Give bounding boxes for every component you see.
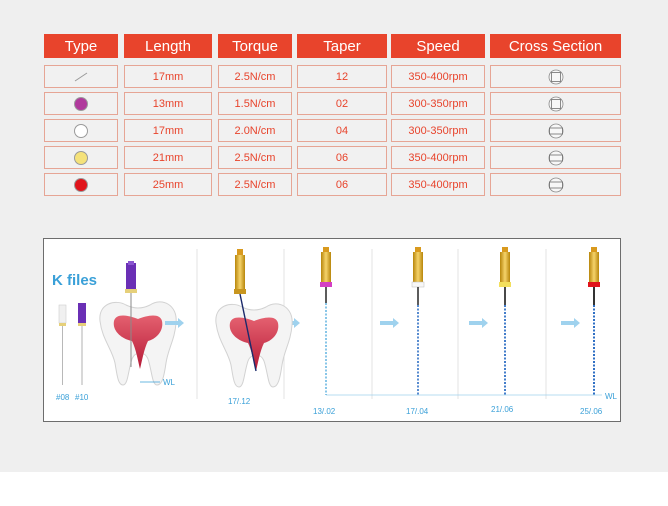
table-cell-taper: 06 [297, 146, 387, 169]
rotary-file-17-12-icon [234, 249, 257, 372]
k-file-label-10: #10 [75, 393, 89, 402]
header-cross-section: Cross Section [490, 34, 621, 58]
table-cell-type [44, 173, 118, 196]
table-cell-type [44, 92, 118, 115]
rectangle-cross-section-icon [548, 177, 563, 192]
table-cell-taper: 12 [297, 65, 387, 88]
table-cell-length: 17mm [124, 65, 212, 88]
procedure-diagram-canvas: K files #08 #10 WL [52, 247, 618, 416]
header-type: Type [44, 34, 118, 58]
arrow-icon [561, 318, 580, 328]
table-cell-speed: 300-350rpm [391, 119, 485, 142]
table-cell-torque: 2.5N/cm [218, 173, 292, 196]
tooth-1-icon [99, 301, 177, 386]
wl-label-2: WL [605, 392, 618, 401]
k-file-08-icon [58, 304, 67, 385]
table-cell-length: 17mm [124, 119, 212, 142]
header-length: Length [124, 34, 212, 58]
header-torque: Torque [218, 34, 292, 58]
table-cell-taper: 06 [297, 173, 387, 196]
file-line-icon [74, 72, 88, 81]
step-label-13-02: 13/.02 [313, 407, 336, 416]
table-cell-type [44, 65, 118, 88]
k-file-label-08: #08 [56, 393, 70, 402]
table-cell-speed: 350-400rpm [391, 65, 485, 88]
table-cell-cross-section [490, 65, 621, 88]
table-cell-cross-section [490, 92, 621, 115]
square-cross-section-icon [548, 69, 563, 84]
k-file-in-tooth-icon [125, 261, 137, 367]
arrow-icons [165, 318, 580, 328]
rotary-file-21-06-icon [499, 247, 511, 395]
red-dot-icon [74, 177, 88, 192]
table-cell-speed: 300-350rpm [391, 92, 485, 115]
table-cell-torque: 2.0N/cm [218, 119, 292, 142]
step-label-25-06: 25/.06 [580, 407, 603, 416]
table-cell-taper: 04 [297, 119, 387, 142]
purple-dot-icon [74, 96, 88, 111]
table-cell-cross-section [490, 119, 621, 142]
k-files-title: K files [52, 272, 97, 289]
table-cell-type [44, 119, 118, 142]
wl-label-1: WL [163, 378, 176, 387]
procedure-diagram: K files #08 #10 WL [43, 238, 621, 422]
arrow-icon [469, 318, 488, 328]
arrow-icon [165, 318, 184, 328]
rotary-file-25-06-icon [588, 247, 600, 395]
table-cell-speed: 350-400rpm [391, 173, 485, 196]
header-speed: Speed [391, 34, 485, 58]
rectangle-cross-section-icon [548, 150, 563, 165]
table-cell-torque: 2.5N/cm [218, 65, 292, 88]
square-cross-section-icon [548, 96, 563, 111]
table-cell-length: 13mm [124, 92, 212, 115]
table-cell-torque: 2.5N/cm [218, 146, 292, 169]
tooth-2-icon [215, 303, 293, 388]
table-cell-taper: 02 [297, 92, 387, 115]
white-dot-icon [74, 123, 88, 138]
k-file-10-icon [78, 303, 86, 385]
table-cell-length: 21mm [124, 146, 212, 169]
rotary-file-13-02-icon [320, 247, 332, 395]
yellow-dot-icon [74, 150, 88, 165]
step-label-17-12: 17/.12 [228, 397, 251, 406]
table-cell-type [44, 146, 118, 169]
table-cell-cross-section [490, 173, 621, 196]
step-label-17-04: 17/.04 [406, 407, 429, 416]
rectangle-cross-section-icon [548, 123, 563, 138]
step-label-21-06: 21/.06 [491, 405, 514, 414]
rotary-file-17-04-icon [411, 247, 425, 395]
header-taper: Taper [297, 34, 387, 58]
arrow-icon [380, 318, 399, 328]
table-cell-speed: 350-400rpm [391, 146, 485, 169]
table-cell-cross-section [490, 146, 621, 169]
table-cell-torque: 1.5N/cm [218, 92, 292, 115]
table-cell-length: 25mm [124, 173, 212, 196]
